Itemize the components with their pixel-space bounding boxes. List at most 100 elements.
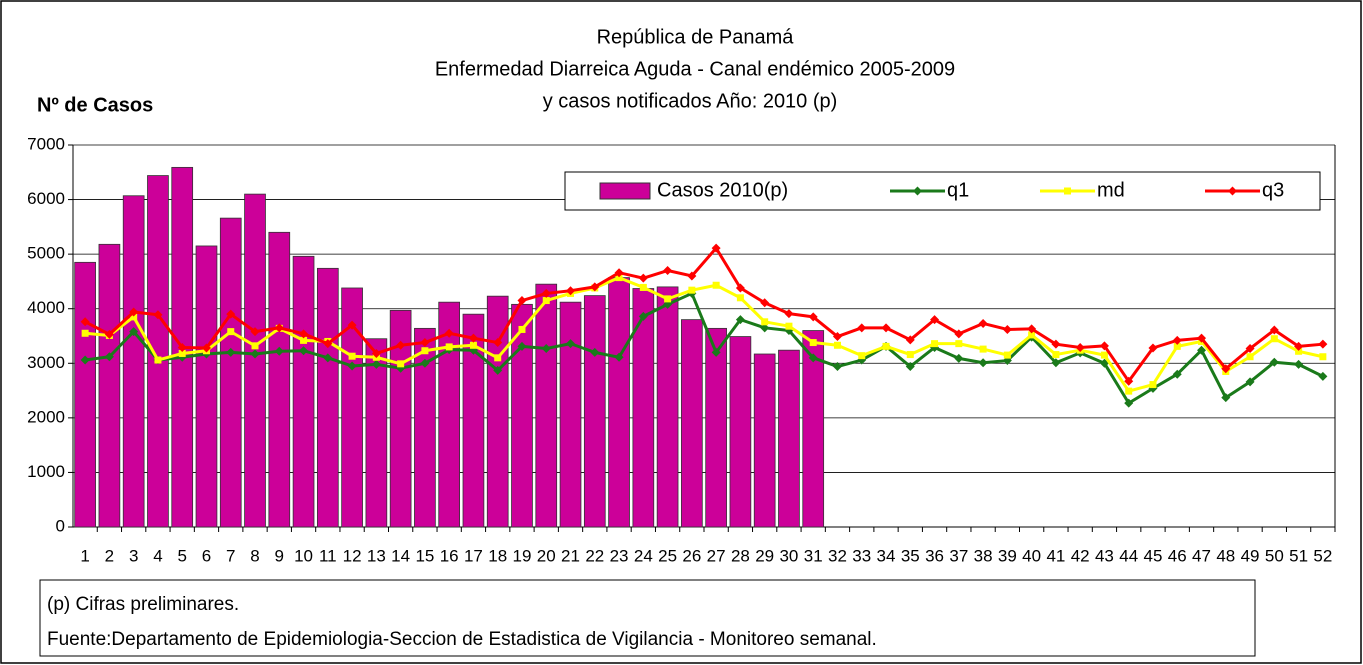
x-tick-label: 23 xyxy=(610,546,629,565)
line-marker xyxy=(1269,357,1279,367)
line-marker xyxy=(420,358,430,368)
line-marker xyxy=(1318,371,1328,381)
y-tick-label: 0 xyxy=(56,516,65,535)
line-marker xyxy=(1173,342,1181,350)
line-marker xyxy=(809,339,817,347)
x-tick-label: 51 xyxy=(1289,546,1308,565)
line-marker xyxy=(178,349,186,357)
line-marker xyxy=(735,315,745,325)
line-marker xyxy=(785,322,793,330)
legend-marker xyxy=(1228,186,1237,196)
notes-box xyxy=(39,579,1256,657)
line-marker xyxy=(638,311,648,321)
x-tick-label: 49 xyxy=(1241,546,1260,565)
line-marker xyxy=(323,353,333,363)
x-tick-label: 52 xyxy=(1313,546,1332,565)
bar xyxy=(244,193,266,528)
x-tick-label: 28 xyxy=(731,546,750,565)
x-tick-label: 13 xyxy=(367,546,386,565)
bar xyxy=(341,287,363,528)
line-marker xyxy=(955,340,963,348)
x-tick-label: 7 xyxy=(226,546,235,565)
bar xyxy=(462,313,485,528)
legend-label: Casos 2010(p) xyxy=(657,179,788,201)
line-marker xyxy=(1052,351,1060,359)
line-marker xyxy=(566,286,576,296)
y-tick-label: 1000 xyxy=(27,462,65,481)
line-marker xyxy=(1245,377,1255,387)
line-marker xyxy=(347,320,357,330)
x-tick-label: 38 xyxy=(974,546,993,565)
line-marker xyxy=(1051,339,1061,349)
line-marker xyxy=(614,268,624,278)
x-tick-label: 40 xyxy=(1022,546,1041,565)
x-tick-label: 36 xyxy=(925,546,944,565)
chart-subtitle: Enfermedad Diarreica Aguda - Canal endém… xyxy=(435,58,955,80)
bar xyxy=(656,286,679,528)
x-tick-label: 2 xyxy=(105,546,114,565)
line-marker xyxy=(566,339,576,349)
bar xyxy=(147,175,169,528)
line-marker xyxy=(541,288,551,298)
x-tick-label: 29 xyxy=(755,546,774,565)
x-tick-label: 9 xyxy=(275,546,284,565)
x-tick-label: 42 xyxy=(1071,546,1090,565)
bar xyxy=(268,231,291,528)
bar xyxy=(608,277,630,528)
x-tick-label: 5 xyxy=(177,546,186,565)
line-marker xyxy=(226,347,236,357)
x-tick-label: 35 xyxy=(901,546,920,565)
line-marker xyxy=(153,310,163,320)
line-marker xyxy=(712,281,720,289)
line-marker xyxy=(832,332,842,342)
x-tick-label: 43 xyxy=(1095,546,1114,565)
line-marker xyxy=(760,323,770,333)
line-marker xyxy=(347,361,357,371)
line-marker xyxy=(881,323,891,333)
chart-subtitle: y casos notificados Año: 2010 (p) xyxy=(543,90,838,112)
bar xyxy=(98,243,121,528)
line-marker xyxy=(130,313,138,321)
line-marker xyxy=(761,318,769,326)
bar xyxy=(316,267,339,528)
legend-label: q1 xyxy=(947,179,969,201)
line-marker xyxy=(227,328,235,336)
line-marker xyxy=(396,340,406,350)
line-marker xyxy=(978,358,988,368)
line-marker xyxy=(300,336,308,344)
x-tick-label: 15 xyxy=(415,546,434,565)
legend-label: md xyxy=(1097,179,1125,201)
bar xyxy=(583,295,606,528)
line-marker xyxy=(1221,364,1231,374)
bar xyxy=(681,319,703,528)
x-tick-label: 3 xyxy=(129,546,138,565)
y-tick-label: 6000 xyxy=(27,189,65,208)
line-marker xyxy=(201,343,211,353)
line-marker xyxy=(905,335,915,345)
x-tick-label: 21 xyxy=(561,546,580,565)
line-marker xyxy=(517,296,527,306)
line-marker xyxy=(250,327,260,337)
line-marker xyxy=(1294,359,1304,369)
line-marker xyxy=(711,243,721,253)
line-marker xyxy=(1100,351,1108,359)
line-marker xyxy=(1172,335,1182,345)
line xyxy=(84,291,1324,405)
x-tick-label: 14 xyxy=(391,546,410,565)
line-marker xyxy=(1295,347,1303,355)
line-marker xyxy=(1027,324,1037,334)
line-marker xyxy=(1246,353,1254,361)
x-tick-label: 27 xyxy=(707,546,726,565)
line-marker xyxy=(274,323,284,333)
line-marker xyxy=(784,309,794,319)
x-tick-label: 33 xyxy=(852,546,871,565)
line-marker xyxy=(663,266,673,276)
line-marker xyxy=(494,354,502,362)
bar xyxy=(414,327,436,528)
x-tick-label: 22 xyxy=(585,546,604,565)
line-marker xyxy=(1051,358,1061,368)
x-tick-label: 12 xyxy=(343,546,362,565)
line-marker xyxy=(1002,324,1012,334)
line-marker xyxy=(639,283,647,291)
